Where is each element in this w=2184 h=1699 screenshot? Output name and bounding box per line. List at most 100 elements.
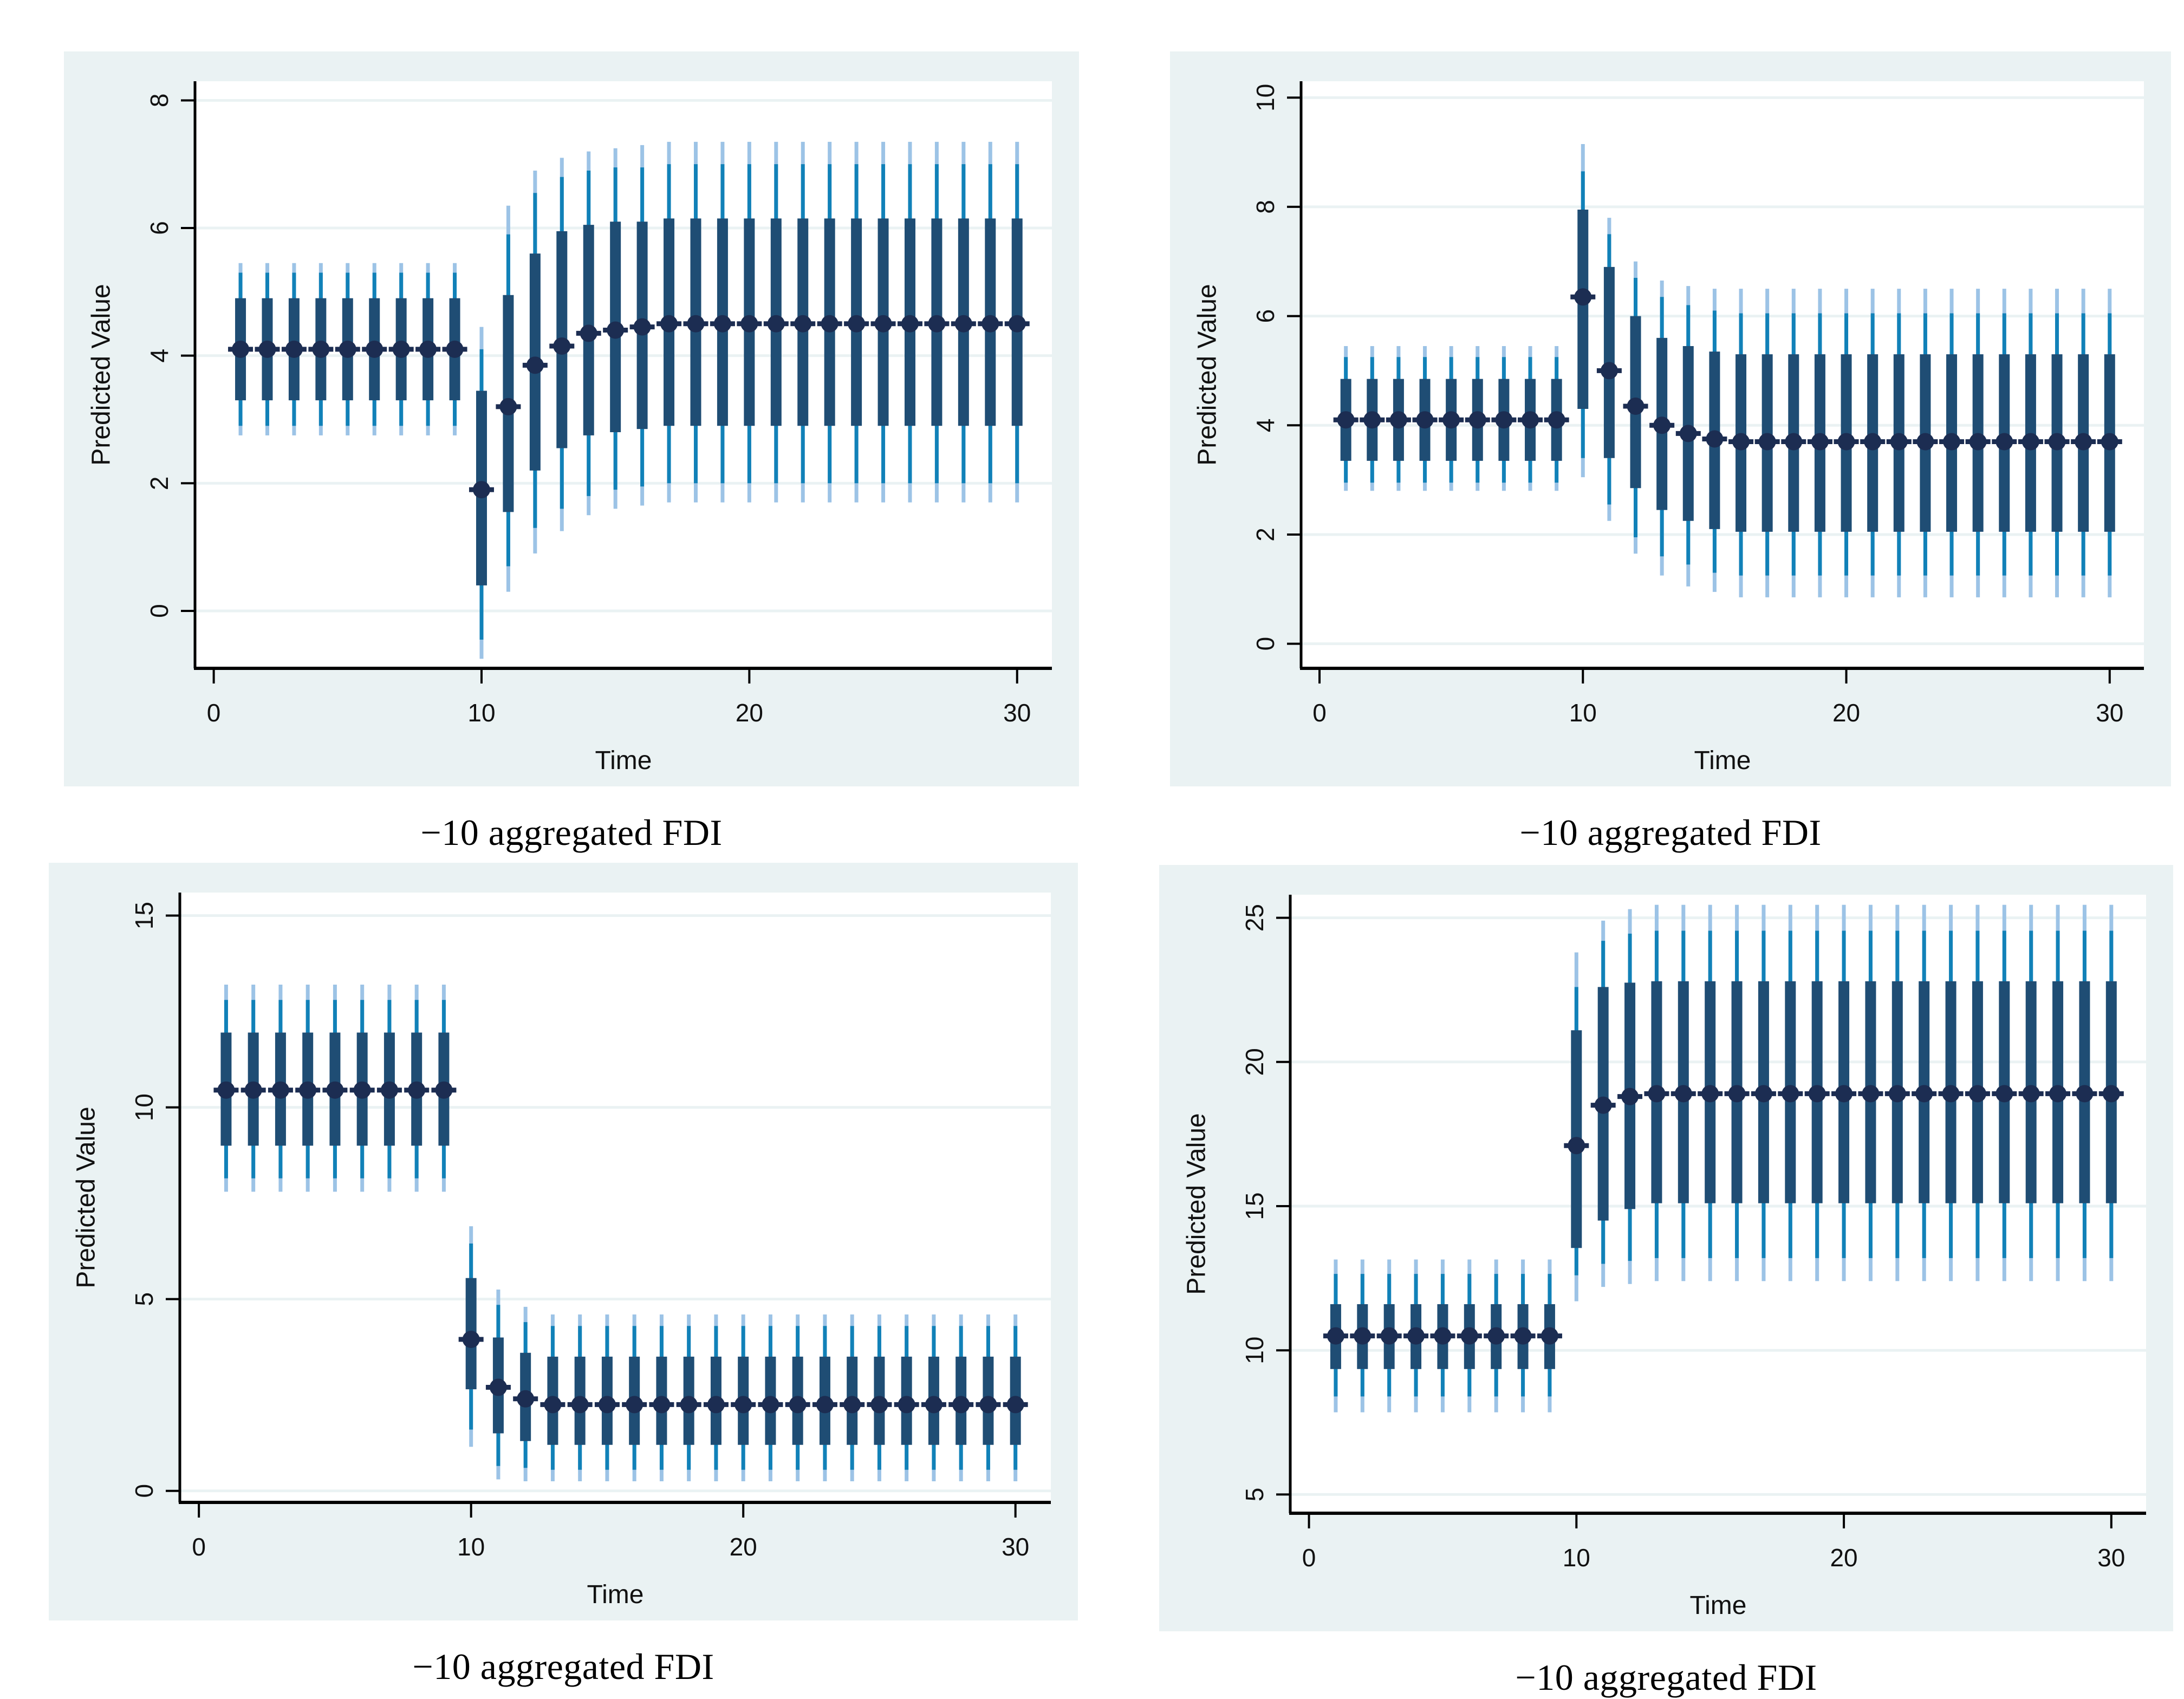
point-marker bbox=[580, 324, 597, 342]
x-axis-title: Time bbox=[1690, 1591, 1747, 1620]
x-tick-label: 0 bbox=[1312, 699, 1327, 727]
point-marker bbox=[446, 340, 464, 358]
point-marker bbox=[1389, 411, 1407, 429]
error-bar-time-23 bbox=[817, 141, 842, 503]
error-bar-time-15 bbox=[603, 148, 628, 509]
x-axis-title: Time bbox=[587, 1580, 644, 1609]
error-bars bbox=[228, 141, 1030, 659]
error-bar-time-14 bbox=[1675, 286, 1701, 587]
point-marker bbox=[901, 315, 919, 333]
x-tick-label: 30 bbox=[2096, 699, 2123, 727]
error-bar-time-6 bbox=[1465, 346, 1490, 491]
point-marker bbox=[870, 1396, 888, 1414]
figure-bottom-right: 5 10 15 20 25 0 10 20 30 Time Predicted Value −10 … bbox=[1159, 865, 2173, 1699]
y-axis-title: Predicted Value bbox=[72, 1106, 101, 1288]
error-bar-time-30 bbox=[2097, 289, 2122, 597]
error-bar-time-9 bbox=[1544, 346, 1569, 491]
error-bar-time-27 bbox=[2018, 904, 2044, 1281]
figure-bottom-left: 0 5 10 15 0 10 20 30 Time Predicted Value −10 agg… bbox=[49, 863, 1078, 1688]
error-bar-time-5 bbox=[1430, 1259, 1455, 1412]
point-marker bbox=[1995, 1085, 2013, 1103]
error-bar-time-22 bbox=[790, 141, 816, 503]
error-bar-time-29 bbox=[978, 141, 1003, 503]
error-bar-time-26 bbox=[894, 1314, 919, 1482]
error-bar-time-26 bbox=[1992, 289, 2017, 597]
point-marker bbox=[925, 1396, 942, 1414]
point-marker bbox=[553, 337, 571, 355]
x-tick-label: 30 bbox=[2097, 1544, 2125, 1572]
point-marker bbox=[1916, 433, 1934, 451]
point-marker bbox=[1568, 1137, 1585, 1155]
error-bar-time-30 bbox=[1004, 141, 1030, 503]
error-bar-time-7 bbox=[388, 263, 414, 435]
point-marker bbox=[285, 340, 303, 358]
point-marker bbox=[366, 340, 384, 358]
point-marker bbox=[2075, 433, 2092, 451]
error-bar-time-12 bbox=[1623, 261, 1648, 554]
point-marker bbox=[1782, 1085, 1799, 1103]
point-marker bbox=[1627, 397, 1644, 415]
error-bar-time-12 bbox=[513, 1306, 538, 1482]
point-marker bbox=[848, 315, 866, 333]
error-bar-time-19 bbox=[710, 141, 735, 503]
figure-caption: −10 aggregated FDI bbox=[1515, 1657, 1817, 1698]
point-marker bbox=[1600, 362, 1618, 380]
point-marker bbox=[1995, 433, 2013, 451]
error-bars bbox=[1333, 144, 2122, 597]
chart-bottom-right: 5 10 15 20 25 0 10 20 30 Time Predicted Value bbox=[1182, 895, 2146, 1620]
error-bar-time-24 bbox=[840, 1314, 865, 1482]
point-marker bbox=[1407, 1327, 1425, 1345]
point-marker bbox=[898, 1396, 915, 1414]
error-bar-time-26 bbox=[897, 141, 922, 503]
point-marker bbox=[1862, 1085, 1880, 1103]
error-bar-time-5 bbox=[322, 984, 348, 1192]
error-bar-time-18 bbox=[676, 1314, 701, 1482]
point-marker bbox=[544, 1396, 562, 1414]
y-tick-label: 2 bbox=[1251, 528, 1279, 542]
point-marker bbox=[489, 1378, 507, 1396]
point-marker bbox=[1969, 433, 1987, 451]
error-bar-time-25 bbox=[870, 141, 896, 503]
x-tick-label: 20 bbox=[730, 1533, 757, 1561]
gridlines bbox=[180, 914, 1051, 1493]
error-bar-time-1 bbox=[228, 263, 253, 435]
error-bar-time-13 bbox=[549, 158, 575, 531]
chart-panel-bottom-left: 0 5 10 15 0 10 20 30 Time Predicted Value bbox=[49, 863, 1078, 1620]
x-tick-label: 20 bbox=[1830, 1544, 1857, 1572]
point-marker bbox=[821, 315, 838, 333]
chart-top-left: 0 2 4 6 8 0 10 20 30 Time Predicted Value bbox=[87, 81, 1052, 775]
point-marker bbox=[217, 1081, 235, 1099]
x-tick-label: 10 bbox=[1569, 699, 1597, 727]
point-marker bbox=[571, 1396, 589, 1414]
y-tick-label: 4 bbox=[1251, 418, 1279, 432]
y-tick-label: 2 bbox=[145, 477, 173, 491]
error-bar-time-27 bbox=[921, 1314, 946, 1482]
point-marker bbox=[1942, 1085, 1960, 1103]
error-bar-time-18 bbox=[683, 141, 708, 503]
point-marker bbox=[1653, 416, 1671, 434]
point-marker bbox=[1890, 433, 1908, 451]
point-marker bbox=[952, 1396, 970, 1414]
y-axis-ticks: 5 10 15 20 25 bbox=[1240, 904, 1290, 1501]
error-bar-time-23 bbox=[1913, 289, 1938, 597]
error-bar-time-2 bbox=[240, 984, 266, 1192]
point-marker bbox=[1354, 1327, 1372, 1345]
error-bar-time-1 bbox=[213, 984, 239, 1192]
y-tick-label: 5 bbox=[130, 1292, 158, 1306]
point-marker bbox=[740, 315, 758, 333]
chart-panel-bottom-right: 5 10 15 20 25 0 10 20 30 Time Predicted Value bbox=[1159, 865, 2173, 1631]
error-bar-time-2 bbox=[1360, 346, 1385, 491]
error-bar-time-2 bbox=[255, 263, 280, 435]
error-bar-time-11 bbox=[1596, 218, 1622, 521]
point-marker bbox=[1674, 1085, 1692, 1103]
point-marker bbox=[526, 356, 544, 374]
point-marker bbox=[1808, 1085, 1826, 1103]
point-marker bbox=[1943, 433, 1961, 451]
error-bar-time-16 bbox=[629, 145, 655, 506]
error-bar-time-21 bbox=[758, 1314, 783, 1482]
error-bar-time-11 bbox=[485, 1289, 511, 1480]
y-tick-label: 4 bbox=[145, 349, 173, 363]
error-bar-time-6 bbox=[349, 984, 375, 1192]
error-bar-time-21 bbox=[763, 141, 789, 503]
error-bar-time-15 bbox=[594, 1314, 620, 1482]
